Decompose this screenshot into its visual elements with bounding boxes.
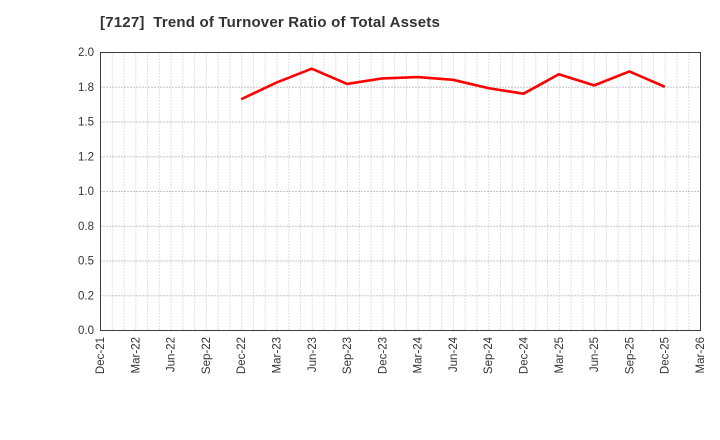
y-tick-label: 1.5 <box>78 117 94 129</box>
x-tick-label: Sep-22 <box>201 337 213 374</box>
y-tick-label: 2.0 <box>78 47 94 59</box>
x-tick-label: Dec-24 <box>519 336 531 374</box>
x-tick-label: Mar-24 <box>413 336 425 373</box>
y-tick-label: 1.8 <box>78 82 94 94</box>
y-tick-label: 1.0 <box>78 186 94 198</box>
x-tick-label: Dec-21 <box>95 337 107 374</box>
x-tick-label: Mar-22 <box>130 337 142 373</box>
y-tick-label: 0.8 <box>78 221 94 233</box>
chart-title: [7127] Trend of Turnover Ratio of Total … <box>100 14 441 31</box>
x-tick-label: Jun-24 <box>448 336 460 372</box>
y-tick-label: 1.2 <box>78 151 94 163</box>
x-tick-label: Mar-25 <box>554 337 566 373</box>
series-line-turnover-ratio <box>240 67 666 101</box>
x-tick-label: Dec-25 <box>660 337 672 374</box>
x-tick-label: Jun-23 <box>307 337 319 372</box>
y-tick-label: 0.2 <box>78 290 94 302</box>
x-tick-label: Sep-24 <box>483 336 495 374</box>
x-tick-label: Mar-23 <box>271 337 283 373</box>
x-tick-label: Dec-22 <box>236 337 248 374</box>
x-tick-label: Sep-23 <box>342 337 354 374</box>
y-tick-label: 0.0 <box>78 325 94 337</box>
x-tick-label: Sep-25 <box>624 337 636 374</box>
x-tick-label: Mar-26 <box>695 337 707 373</box>
x-tick-label: Jun-25 <box>589 337 601 372</box>
x-tick-label: Jun-22 <box>166 337 178 372</box>
plot-border <box>100 52 701 331</box>
y-tick-label: 0.5 <box>78 256 94 268</box>
x-tick-label: Dec-23 <box>377 337 389 374</box>
